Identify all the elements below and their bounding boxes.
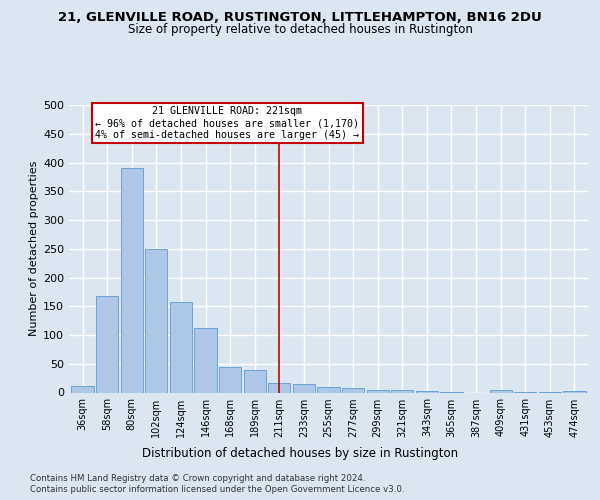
Bar xyxy=(391,390,413,392)
Bar xyxy=(563,391,586,392)
Text: Size of property relative to detached houses in Rustington: Size of property relative to detached ho… xyxy=(128,22,472,36)
Bar xyxy=(268,382,290,392)
Text: Distribution of detached houses by size in Rustington: Distribution of detached houses by size … xyxy=(142,448,458,460)
Bar xyxy=(317,387,340,392)
Text: Contains public sector information licensed under the Open Government Licence v3: Contains public sector information licen… xyxy=(30,485,404,494)
Bar xyxy=(71,386,94,392)
Bar xyxy=(367,390,389,392)
Bar xyxy=(121,168,143,392)
Bar xyxy=(194,328,217,392)
Y-axis label: Number of detached properties: Number of detached properties xyxy=(29,161,39,336)
Bar xyxy=(342,388,364,392)
Bar xyxy=(293,384,315,392)
Bar xyxy=(219,367,241,392)
Bar xyxy=(145,250,167,392)
Text: Contains HM Land Registry data © Crown copyright and database right 2024.: Contains HM Land Registry data © Crown c… xyxy=(30,474,365,483)
Bar xyxy=(490,390,512,392)
Bar xyxy=(96,296,118,392)
Text: 21, GLENVILLE ROAD, RUSTINGTON, LITTLEHAMPTON, BN16 2DU: 21, GLENVILLE ROAD, RUSTINGTON, LITTLEHA… xyxy=(58,11,542,24)
Bar xyxy=(244,370,266,392)
Text: 21 GLENVILLE ROAD: 221sqm
← 96% of detached houses are smaller (1,170)
4% of sem: 21 GLENVILLE ROAD: 221sqm ← 96% of detac… xyxy=(95,106,359,140)
Bar xyxy=(170,302,192,392)
